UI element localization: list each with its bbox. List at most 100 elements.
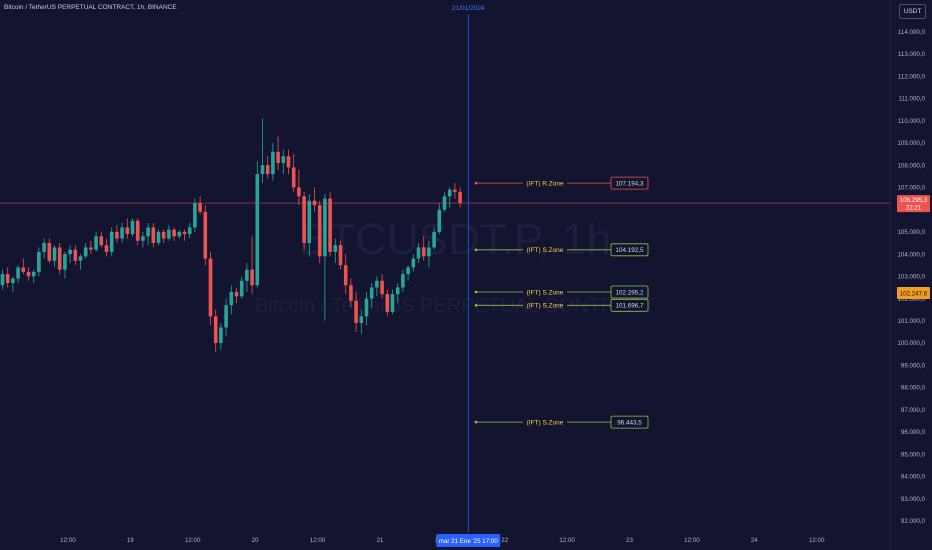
candle <box>416 242 421 263</box>
candle <box>120 222 124 243</box>
candle-body <box>21 267 26 272</box>
candle-body <box>203 211 208 259</box>
candle-body <box>89 247 93 250</box>
zone-label: (IFT) S.Zone <box>527 303 564 310</box>
candle <box>302 191 306 250</box>
candle <box>390 289 395 315</box>
candle <box>130 218 135 237</box>
candle-body <box>364 298 369 317</box>
watermark-symbol: BTCUSDT.P, 1h <box>299 215 611 264</box>
candle <box>0 269 5 290</box>
y-tick-label: 99.000,0 <box>901 362 926 369</box>
candle <box>364 291 369 326</box>
candle-body <box>406 267 410 275</box>
candle-body <box>437 209 442 232</box>
candle <box>21 258 26 275</box>
candle <box>47 238 52 263</box>
candle-body <box>219 327 223 344</box>
candle-body <box>281 156 286 163</box>
y-tick-label: 112.000,0 <box>898 73 926 80</box>
zone-line: (IFT) S.Zone 96.443,5 <box>474 415 649 429</box>
candle <box>375 276 379 297</box>
candle <box>187 222 192 239</box>
candle <box>16 265 20 284</box>
candle <box>73 245 78 266</box>
crosshair-time-bg <box>436 534 501 547</box>
candle <box>395 283 400 304</box>
y-tick-label: 103.000,0 <box>897 274 925 281</box>
watermark-name: Bitcoin / TetherUS PERPETUAL CONTRACT <box>255 295 655 317</box>
candle <box>328 191 332 257</box>
y-tick-label: 98.000,0 <box>901 385 926 392</box>
candle <box>208 251 213 326</box>
x-tick-label: 12:00 <box>185 537 201 544</box>
candle <box>182 229 187 241</box>
alt-price-value: 102.247,6 <box>900 290 928 297</box>
zone-label: (IFT) R.Zone <box>526 180 564 187</box>
x-tick-label: 24 <box>751 537 758 544</box>
y-tick-label: 113.000,0 <box>898 51 926 58</box>
candle <box>156 229 161 246</box>
zone-label: (IFT) S.Zone <box>527 289 564 296</box>
zone-value-box <box>610 415 649 429</box>
candle-body <box>0 274 5 286</box>
price-axis[interactable]: 92.000,0 93.000,0 94.000,0 95.000,0 96.000,0… <box>897 29 925 525</box>
currency-selector[interactable]: USDT <box>899 4 926 19</box>
candle-body <box>302 196 306 243</box>
time-axis[interactable]: 12:00 19 12:00 20 12:00 21 12:00 22 12:00 23 12:00… <box>60 534 825 547</box>
candle-body <box>234 291 239 297</box>
candle-body <box>432 231 436 248</box>
crosshair-time-badge: mar 21 Ene '25 17:00 <box>436 534 501 547</box>
candle <box>42 238 46 259</box>
candle-body <box>172 229 176 237</box>
crosshair-time-label: mar 21 Ene '25 17:00 <box>439 538 499 545</box>
candle <box>307 194 312 257</box>
y-tick-label: 95.000,0 <box>901 451 926 458</box>
candle-body <box>354 300 358 324</box>
zone-line: (IFT) R.Zone 107.194,3 <box>474 176 649 190</box>
candle <box>31 269 36 284</box>
candle-body <box>47 242 52 261</box>
candle-body <box>99 236 104 246</box>
candle-body <box>68 249 72 255</box>
candle-body <box>78 256 83 261</box>
candle <box>125 218 130 239</box>
y-tick-label: 102.000,0 <box>897 296 925 303</box>
candle <box>193 198 197 232</box>
y-tick-label: 114.000,0 <box>898 29 926 36</box>
candle-body <box>427 247 431 257</box>
candle <box>411 254 416 272</box>
zone-line: (IFT) S.Zone 102.295,2 <box>474 285 649 299</box>
candle <box>359 309 364 335</box>
zone-dot <box>474 304 478 307</box>
candle-body <box>291 167 296 188</box>
candle-body <box>52 247 57 261</box>
candle-body <box>83 247 88 257</box>
candle <box>380 274 384 299</box>
alt-price-bg <box>897 287 930 300</box>
candle <box>78 254 83 270</box>
zone-dot <box>474 248 478 252</box>
y-tick-label: 111.000,0 <box>898 96 925 103</box>
y-tick-label: 93.000,0 <box>901 496 926 503</box>
y-tick-label: 107.000,0 <box>897 185 925 192</box>
candle <box>406 265 410 281</box>
candle-body <box>73 249 78 261</box>
candle-body <box>250 269 254 286</box>
candle <box>276 136 280 170</box>
price-badges: 106.295,322:21 102.247,6 <box>897 195 930 300</box>
candle-body <box>265 165 270 175</box>
candle-body <box>239 280 244 297</box>
candle <box>115 225 119 243</box>
candle-body <box>120 227 124 239</box>
candle-body <box>193 202 197 228</box>
candle <box>57 242 62 275</box>
y-tick-label: 109.000,0 <box>897 140 925 147</box>
candle <box>94 231 98 252</box>
zone-value: 102.295,2 <box>615 289 644 296</box>
candle-body <box>369 287 374 299</box>
y-tick-label: 97.000,0 <box>901 407 926 414</box>
candle-body <box>63 254 67 270</box>
current-price-badge: 106.295,322:21 <box>897 195 930 213</box>
